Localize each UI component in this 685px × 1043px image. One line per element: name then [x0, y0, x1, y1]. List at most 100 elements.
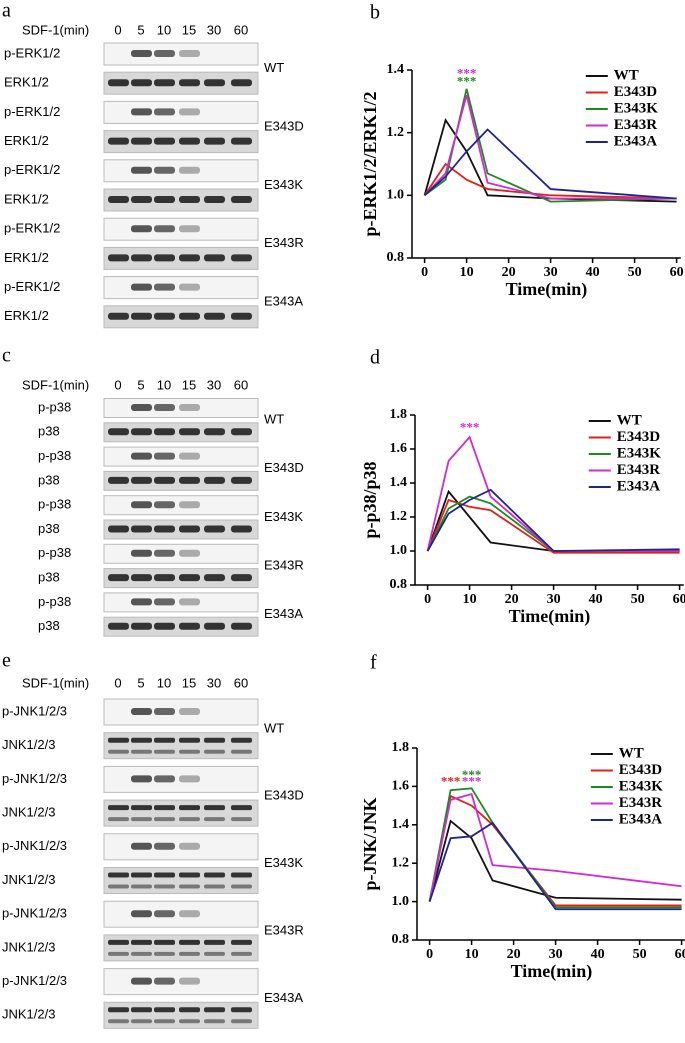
band [179, 775, 200, 783]
y-tick-label: 0.8 [392, 932, 410, 947]
band [231, 805, 252, 811]
band [179, 749, 200, 754]
time-label: 60 [234, 22, 248, 37]
y-tick-label: 1.4 [387, 62, 405, 77]
band [231, 872, 252, 878]
band [179, 525, 200, 533]
band [131, 79, 152, 87]
annotation: *** [462, 774, 482, 789]
series-line [423, 128, 677, 200]
x-tick-label: 40 [586, 265, 600, 280]
band [154, 404, 175, 411]
band [131, 196, 152, 203]
band [154, 977, 175, 985]
band [108, 951, 129, 956]
band [179, 283, 200, 291]
band [131, 884, 152, 889]
x-axis-label: Time(min) [509, 606, 591, 627]
x-tick-label: 50 [631, 592, 645, 607]
legend-label: E343R [619, 795, 663, 811]
row-label: p-p38 [38, 497, 71, 512]
band [204, 79, 225, 87]
time-label: 60 [234, 675, 248, 690]
row-label: p-ERK1/2 [4, 162, 60, 177]
band [108, 196, 129, 203]
x-tick-label: 0 [421, 265, 428, 280]
band [231, 737, 252, 743]
band [179, 452, 200, 460]
band [131, 872, 152, 878]
header: SDF-1(min) [22, 675, 89, 690]
band [204, 951, 225, 956]
band [154, 452, 175, 460]
band [131, 977, 152, 985]
band [108, 476, 129, 484]
band [154, 884, 175, 889]
band [231, 884, 252, 889]
band [179, 817, 200, 822]
series-line [426, 489, 680, 552]
band [154, 708, 175, 715]
group-label: E343K [264, 509, 303, 524]
header: SDF-1(min) [22, 22, 89, 37]
y-tick-label: 1.4 [392, 817, 410, 832]
band [131, 254, 152, 262]
band [154, 951, 175, 956]
annotation: *** [441, 774, 461, 789]
y-tick-label: 0.8 [387, 250, 405, 265]
band [204, 749, 225, 754]
band [154, 549, 175, 557]
row-label: p38 [38, 472, 60, 487]
row-label: JNK1/2/3 [2, 805, 55, 820]
row-label: p-ERK1/2 [4, 104, 60, 119]
band [231, 525, 252, 533]
band [131, 137, 152, 145]
band [108, 1019, 129, 1024]
x-axis-label: Time(min) [511, 961, 593, 982]
band [131, 404, 152, 411]
band [179, 312, 200, 320]
legend-label: E343A [617, 478, 661, 494]
band [131, 910, 152, 918]
band [154, 476, 175, 484]
band [154, 428, 175, 436]
y-tick-label: 1.0 [390, 543, 408, 558]
x-tick-label: 40 [591, 947, 605, 962]
y-tick-label: 1.0 [387, 188, 405, 203]
band [131, 283, 152, 291]
band [231, 254, 252, 262]
band [154, 283, 175, 291]
row-label: ERK1/2 [4, 308, 49, 323]
band [231, 196, 252, 203]
x-tick-label: 60 [675, 947, 685, 962]
annotation: *** [462, 767, 482, 782]
blot-strip [103, 867, 259, 894]
series-line [428, 821, 682, 911]
band [179, 872, 200, 878]
band [204, 872, 225, 878]
y-tick-label: 1.0 [392, 894, 410, 909]
group-label: E343A [264, 294, 303, 309]
annotation: *** [457, 74, 477, 89]
band [154, 1007, 175, 1013]
band [108, 939, 129, 945]
band [154, 622, 175, 630]
band [108, 574, 129, 582]
band [108, 805, 129, 811]
band [154, 225, 175, 233]
band [108, 312, 129, 320]
row-label: JNK1/2/3 [2, 737, 55, 752]
row-label: ERK1/2 [4, 191, 49, 206]
group-label: E343R [264, 235, 304, 250]
band [204, 312, 225, 320]
legend-label: E343A [619, 811, 663, 827]
row-label: JNK1/2/3 [2, 939, 55, 954]
band [231, 574, 252, 582]
y-tick-label: 1.2 [392, 855, 410, 870]
time-label: 15 [182, 675, 196, 690]
legend-label: E343D [619, 762, 663, 778]
band [179, 254, 200, 262]
legend-label: E343D [617, 429, 661, 445]
time-label: 30 [207, 22, 221, 37]
